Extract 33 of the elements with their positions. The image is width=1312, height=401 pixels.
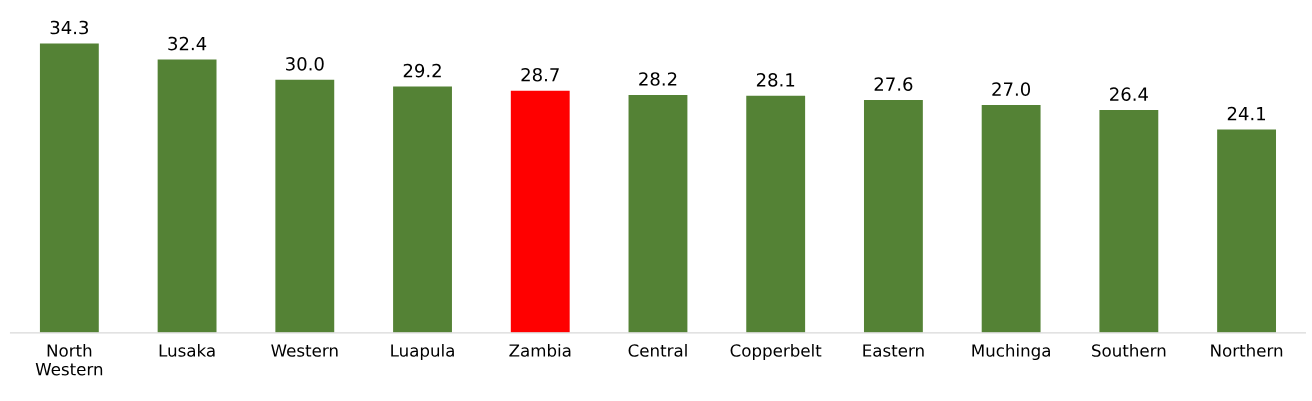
x-tick-label: Copperbelt [730,343,822,361]
bar [746,95,806,333]
data-label: 28.7 [521,67,559,82]
bar [39,43,99,333]
bar [393,86,452,333]
x-tick-label: Muchinga [972,343,1050,361]
data-label: 26.4 [1110,87,1148,102]
data-label: 32.4 [168,36,207,51]
x-tick-label: North Western [35,343,103,376]
data-label: 29.2 [403,63,441,78]
data-label: 28.1 [756,73,795,87]
x-tick-label: Lusaka [159,343,215,357]
bar [1099,110,1159,333]
x-tick-label: Central [628,343,687,357]
bar [275,79,335,333]
data-label: 30.0 [286,56,324,71]
x-tick-label: Luapula [391,343,454,361]
x-tick-label: Western [271,344,338,357]
x-tick-label: Eastern [863,344,924,357]
data-label: 34.3 [50,20,89,35]
bar [863,99,923,333]
data-label: 27.0 [992,82,1031,96]
bar [1217,129,1277,333]
bar [981,105,1041,333]
data-label: 28.2 [639,72,677,86]
x-tick-label: Zambia [509,343,571,357]
bar [157,59,217,333]
x-tick-label: Northern [1211,343,1283,357]
x-tick-label: Southern [1092,343,1166,357]
bar [628,94,688,333]
data-label: 24.1 [1227,106,1266,121]
bar [510,90,570,333]
data-label: 27.6 [874,77,913,91]
